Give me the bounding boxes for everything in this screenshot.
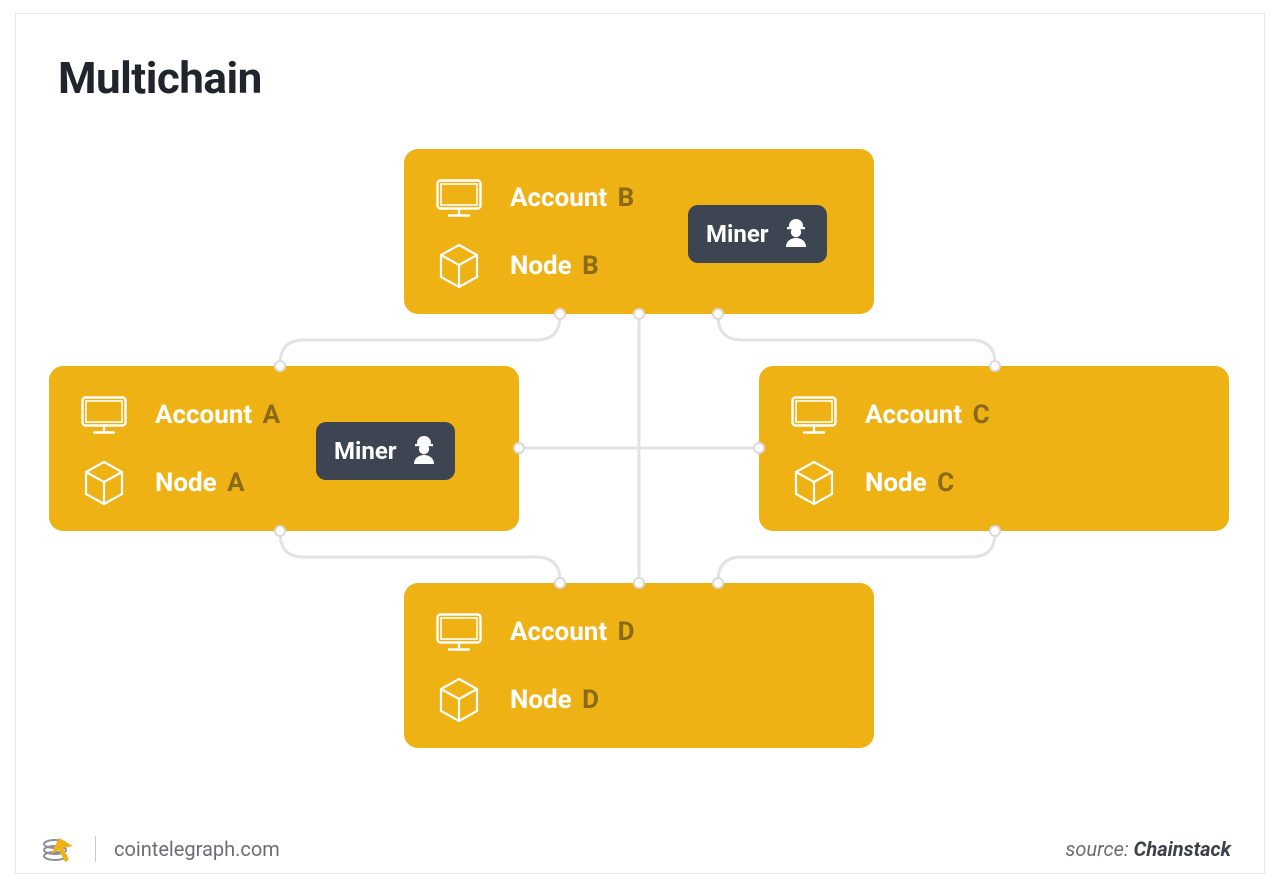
monitor-icon bbox=[791, 392, 837, 438]
miner-label: Miner bbox=[706, 220, 769, 248]
footer-bar: cointelegraph.com source: Chainstack bbox=[15, 824, 1265, 874]
node-suffix: B bbox=[582, 251, 599, 281]
account-row: Account C bbox=[791, 392, 990, 438]
node-suffix: C bbox=[937, 468, 954, 498]
node-d: Account D Node D bbox=[404, 583, 874, 748]
account-label: Account bbox=[510, 183, 607, 213]
cube-icon bbox=[436, 243, 482, 289]
diagram-title: Multichain bbox=[58, 52, 262, 104]
account-label: Account bbox=[510, 617, 607, 647]
account-suffix: D bbox=[618, 617, 635, 647]
account-row: Account B bbox=[436, 175, 634, 221]
account-label: Account bbox=[865, 400, 962, 430]
monitor-icon bbox=[81, 392, 127, 438]
node-c: Account C Node C bbox=[759, 366, 1229, 531]
miner-badge-b: Miner bbox=[688, 205, 827, 263]
node-label: Node bbox=[510, 685, 572, 715]
account-suffix: A bbox=[263, 400, 280, 430]
miner-badge-a: Miner bbox=[316, 422, 455, 480]
account-row: Account A bbox=[81, 392, 280, 438]
cointelegraph-logo-icon bbox=[43, 834, 77, 864]
node-suffix: D bbox=[582, 685, 599, 715]
node-row: Node C bbox=[791, 460, 990, 506]
node-suffix: A bbox=[227, 468, 244, 498]
node-row: Node B bbox=[436, 243, 634, 289]
footer-divider bbox=[95, 836, 96, 862]
account-row: Account D bbox=[436, 609, 635, 655]
node-label: Node bbox=[865, 468, 927, 498]
monitor-icon bbox=[436, 175, 482, 221]
account-suffix: B bbox=[618, 183, 635, 213]
cube-icon bbox=[791, 460, 837, 506]
node-label: Node bbox=[155, 468, 217, 498]
cube-icon bbox=[436, 677, 482, 723]
cube-icon bbox=[81, 460, 127, 506]
miner-label: Miner bbox=[334, 437, 397, 465]
account-label: Account bbox=[155, 400, 252, 430]
footer-source: source: Chainstack bbox=[1065, 837, 1231, 861]
account-suffix: C bbox=[973, 400, 990, 430]
miner-person-icon bbox=[783, 217, 809, 251]
node-row: Node D bbox=[436, 677, 635, 723]
monitor-icon bbox=[436, 609, 482, 655]
node-row: Node A bbox=[81, 460, 280, 506]
node-label: Node bbox=[510, 251, 572, 281]
miner-person-icon bbox=[411, 434, 437, 468]
footer-site: cointelegraph.com bbox=[114, 837, 280, 861]
